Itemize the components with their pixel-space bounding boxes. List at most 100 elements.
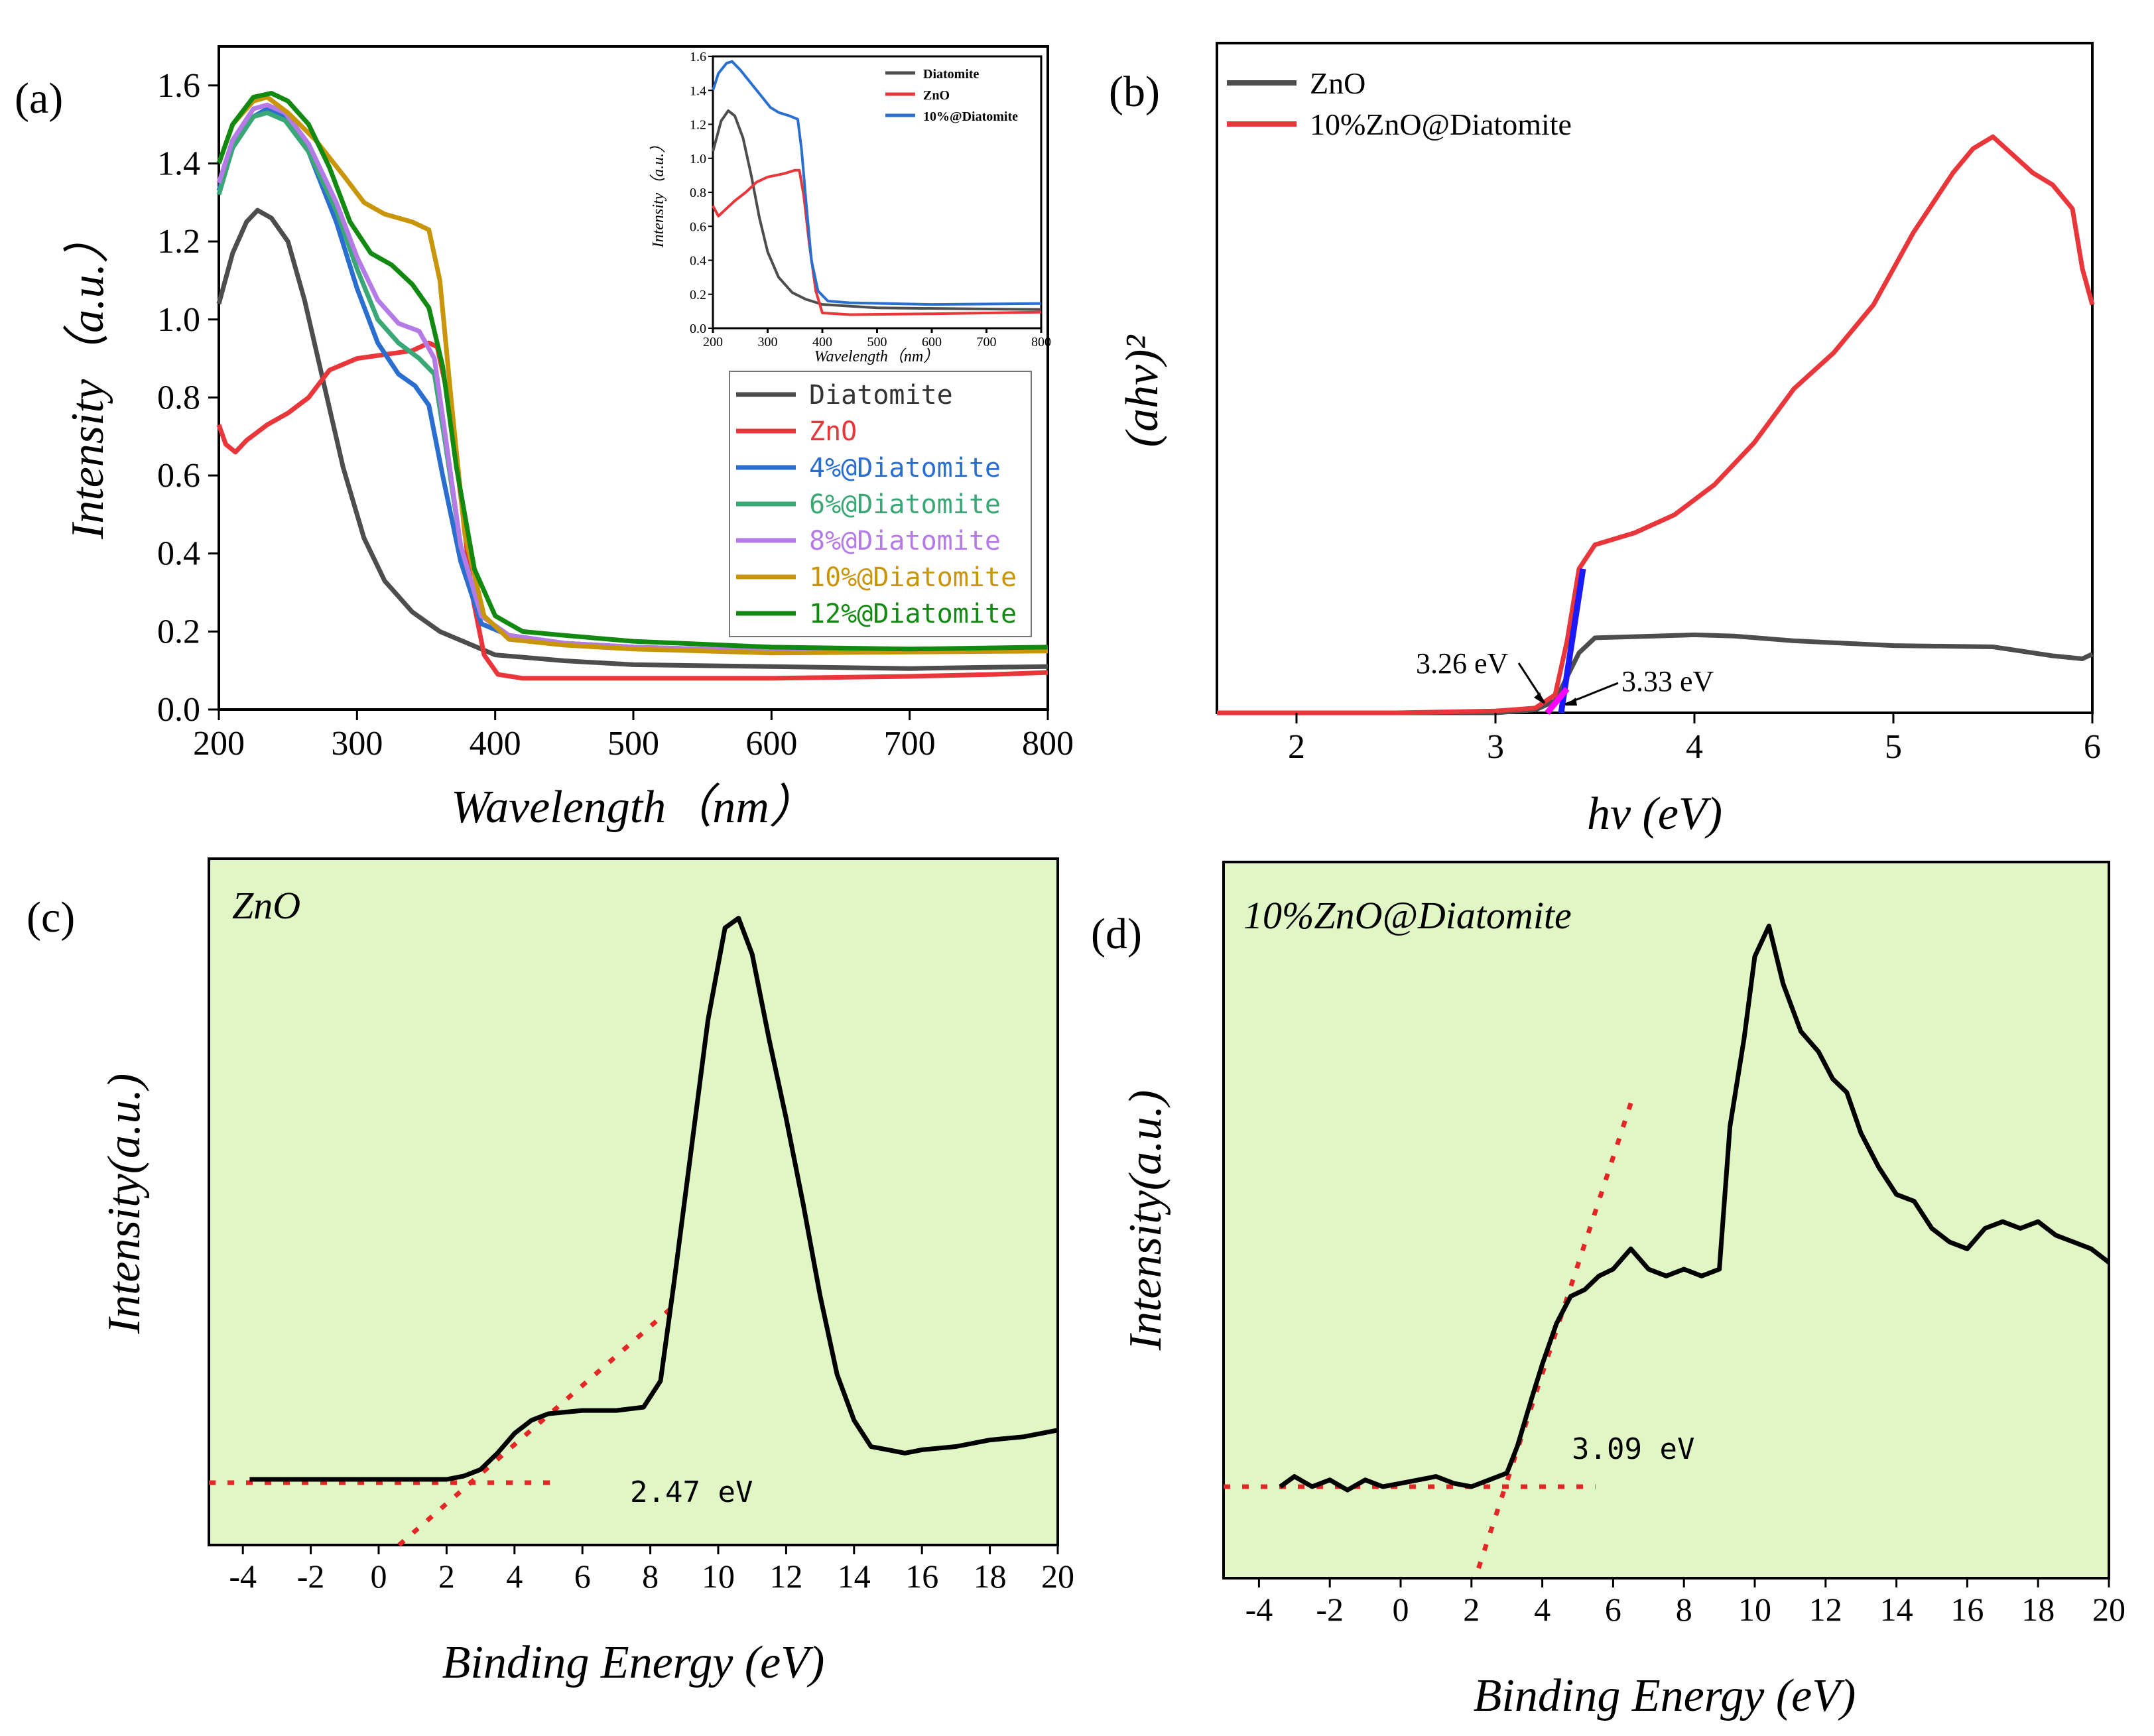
panel-b-xtick-label: 2 bbox=[1288, 728, 1305, 766]
panel-a-curves bbox=[216, 91, 1048, 681]
panel-c-label: (c) bbox=[27, 893, 75, 942]
panel-d-xtick-label: 12 bbox=[1809, 1591, 1842, 1628]
panel-b-frame bbox=[1216, 42, 2094, 714]
inset-ytick-label: 0.0 bbox=[690, 322, 706, 336]
panel-a-ylabel: Intensity（a.u.） bbox=[62, 217, 113, 540]
panel-a-legend: Diatomite ZnO 4%@Diatomite 6%@Diatomite 8%@D… bbox=[729, 371, 1032, 637]
panel-c-series-0 bbox=[249, 916, 1058, 1482]
panel-c-xtick-label: 8 bbox=[642, 1558, 659, 1595]
panel-d-annotation: 3.09 eV bbox=[1572, 1432, 1694, 1466]
panel-b-series-1 bbox=[1217, 134, 2095, 715]
panel-c-xtick-label: 20 bbox=[1041, 1558, 1074, 1595]
panel-a-legend-label: 12%@Diatomite bbox=[809, 599, 1017, 629]
panel-c-title: ZnO bbox=[232, 884, 300, 927]
panel-a-legend-label: Diatomite bbox=[809, 380, 953, 410]
inset-ytick-label: 0.6 bbox=[690, 219, 706, 234]
inset-legend-label: ZnO bbox=[923, 88, 950, 103]
inset-ytick-label: 1.4 bbox=[690, 84, 706, 98]
panel-a-series-1 bbox=[216, 340, 1048, 681]
panel-a-legend-label: 6%@Diatomite bbox=[809, 489, 1001, 520]
panel-b-xtick-label: 4 bbox=[1686, 728, 1703, 766]
panel-b-arrowhead-3.26 bbox=[1534, 692, 1545, 704]
inset-ytick-label: 1.0 bbox=[690, 152, 706, 166]
panel-b-arrowhead-3.33 bbox=[1565, 698, 1577, 706]
panel-a-legend-label: 4%@Diatomite bbox=[809, 453, 1001, 483]
panel-a-ytick-label: 0.0 bbox=[157, 691, 200, 729]
panel-c-annotations: 2.47 eV bbox=[630, 1475, 753, 1509]
panel-a-series-5 bbox=[216, 95, 1048, 656]
panel-c-xtick-label: -2 bbox=[297, 1558, 325, 1595]
panel-c-xtick-label: 12 bbox=[769, 1558, 802, 1595]
panel-c: (c) ZnO -4 -2 0 2 4 6 8 10 12 14 16 18 20 2.47 eV Bi… bbox=[27, 857, 1074, 1688]
panel-c-xtick-label: 2 bbox=[438, 1558, 455, 1595]
panel-a-label: (a) bbox=[15, 74, 63, 123]
panel-d-xtick-label: -2 bbox=[1316, 1591, 1344, 1628]
panel-a-legend-label: 8%@Diatomite bbox=[809, 526, 1001, 556]
panel-d-series-0 bbox=[1279, 923, 2111, 1493]
inset-xtick-label: 600 bbox=[922, 335, 942, 349]
panel-d-xtick-label: 8 bbox=[1676, 1591, 1692, 1628]
inset-xtick-label: 200 bbox=[703, 335, 723, 349]
panel-a-series-0 bbox=[216, 208, 1048, 671]
panel-b-curves bbox=[1217, 134, 2095, 715]
panel-a-ytick-label: 1.0 bbox=[157, 301, 200, 339]
panel-c-ticks: -4 -2 0 2 4 6 8 10 12 14 16 18 20 bbox=[229, 1545, 1074, 1595]
panel-c-xtick-label: -4 bbox=[229, 1558, 257, 1595]
panel-a-ytick-label: 1.6 bbox=[157, 67, 200, 105]
panel-b: (b) 2 3 4 5 6 ZnO 10%ZnO@Diatomite 3.26 eV 3.3… bbox=[1109, 42, 2101, 839]
panel-a-legend-label: 10%@Diatomite bbox=[809, 562, 1017, 593]
panel-a-ytick-label: 1.2 bbox=[157, 223, 200, 261]
panel-b-legend-label: ZnO bbox=[1310, 66, 1365, 100]
inset-xtick-label: 700 bbox=[977, 335, 997, 349]
panel-a-ytick-label: 1.4 bbox=[157, 145, 200, 182]
panel-b-annotation-3.26: 3.26 eV bbox=[1416, 647, 1509, 680]
panel-d-xlabel: Binding Energy (eV) bbox=[1474, 1670, 1856, 1721]
panel-b-fit-line-1 bbox=[1545, 686, 1570, 715]
panel-d-xtick-label: -4 bbox=[1245, 1591, 1273, 1628]
panel-d-ylabel: Intensity(a.u.) bbox=[1120, 1090, 1171, 1351]
panel-b-ylabel: (ahv)² bbox=[1117, 335, 1168, 448]
inset-ytick-label: 0.4 bbox=[690, 254, 706, 269]
panel-c-xlabel: Binding Energy (eV) bbox=[442, 1637, 825, 1688]
panel-d-annotations: 3.09 eV bbox=[1572, 1432, 1694, 1466]
panel-a-ytick-label: 0.4 bbox=[157, 535, 200, 573]
panel-a-series-6 bbox=[216, 91, 1048, 652]
panel-b-annotation-3.33: 3.33 eV bbox=[1621, 665, 1714, 698]
panel-a-inset: 200 300 400 500 600 700 800 0.0 0.2 0.4 0.6 0.8 1.0 1… bbox=[649, 50, 1051, 365]
inset-legend-label: Diatomite bbox=[923, 67, 980, 82]
inset-legend-label: 10%@Diatomite bbox=[923, 109, 1018, 124]
panel-c-xtick-label: 18 bbox=[974, 1558, 1007, 1595]
inset-ytick-label: 0.2 bbox=[690, 288, 706, 302]
panel-d-xtick-label: 2 bbox=[1463, 1591, 1480, 1628]
panel-c-xtick-label: 4 bbox=[506, 1558, 523, 1595]
inset-xtick-label: 500 bbox=[867, 335, 887, 349]
panel-d-xtick-label: 0 bbox=[1393, 1591, 1409, 1628]
inset-ytick-label: 0.8 bbox=[690, 186, 706, 200]
panel-d-xtick-label: 18 bbox=[2021, 1591, 2055, 1628]
panel-c-fit-line-1 bbox=[397, 1306, 672, 1547]
panel-d-frame bbox=[1222, 861, 2110, 1580]
inset-ticks: 200 300 400 500 600 700 800 0.0 0.2 0.4 0.6 0.8 1.0 1… bbox=[690, 50, 1051, 349]
panel-c-frame bbox=[208, 857, 1059, 1546]
inset-xlabel: Wavelength（nm） bbox=[814, 347, 939, 365]
panel-a: (a) 200 300 400 500 600 700 800 0.0 0.2 0.4 0.6 0.8… bbox=[15, 45, 1074, 833]
panel-a-xtick-label: 200 bbox=[193, 725, 245, 763]
inset-curves bbox=[712, 60, 1042, 316]
panel-c-xtick-label: 10 bbox=[702, 1558, 735, 1595]
inset-ytick-label: 1.2 bbox=[690, 118, 706, 133]
panel-d-xtick-label: 14 bbox=[1880, 1591, 1913, 1628]
panel-d-xtick-label: 10 bbox=[1738, 1591, 1771, 1628]
panel-c-ylabel: Intensity(a.u.) bbox=[99, 1074, 150, 1335]
inset-series-1 bbox=[712, 168, 1042, 316]
panel-b-xlabel: hv (eV) bbox=[1587, 788, 1722, 839]
panel-b-xtick-label: 3 bbox=[1487, 728, 1504, 766]
panel-b-series-0 bbox=[1217, 632, 2094, 715]
panel-a-xtick-label: 600 bbox=[745, 725, 797, 763]
panel-d-label: (d) bbox=[1091, 910, 1142, 958]
panel-d: (d) 10%ZnO@Diatomite -4 -2 0 2 4 6 8 10 12 14 16 18… bbox=[1091, 861, 2125, 1721]
panel-d-xtick-label: 4 bbox=[1534, 1591, 1551, 1628]
inset-legend: Diatomite ZnO 10%@Diatomite bbox=[885, 67, 1018, 124]
panel-b-annotations: 3.26 eV 3.33 eV bbox=[1416, 647, 1714, 706]
panel-a-xtick-label: 800 bbox=[1022, 725, 1074, 763]
panel-a-xtick-label: 300 bbox=[331, 725, 383, 763]
